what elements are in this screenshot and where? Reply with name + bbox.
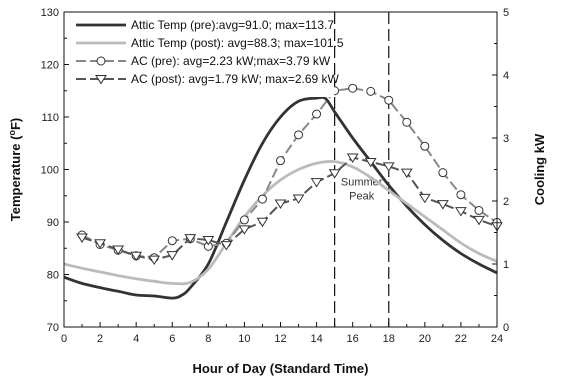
data-point-ac-post [238, 225, 251, 235]
y2-tick-label: 2 [503, 196, 509, 208]
series-attic-post [63, 160, 498, 286]
y-tick-label: 100 [41, 165, 59, 177]
data-point-ac-post [364, 157, 377, 168]
x-tick-label: 8 [205, 333, 211, 345]
legend-label: Attic Temp (pre):avg=91.0; max=113.7 [131, 18, 334, 32]
y2-tick-label: 4 [503, 70, 509, 82]
data-point-ac-post [184, 234, 197, 244]
x-tick-label: 16 [347, 333, 359, 345]
x-tick-label: 2 [97, 333, 103, 345]
legend-label: AC (pre): avg=2.23 kW;max=3.79 kW [131, 54, 331, 68]
summer-peak-annotation: Summer Peak [341, 176, 383, 202]
data-point-ac-post [346, 153, 359, 163]
x-tick-label: 14 [310, 333, 322, 345]
data-point-ac-post [112, 245, 125, 255]
data-point-ac-pre [420, 141, 430, 151]
y-tick-label: 110 [41, 112, 59, 124]
data-point-ac-pre [438, 168, 448, 178]
data-point-ac-pre [257, 194, 267, 204]
data-point-ac-pre [276, 156, 285, 166]
data-point-ac-post [328, 169, 341, 179]
data-point-ac-post [473, 215, 485, 226]
data-point-ac-post [166, 251, 179, 261]
y-axis-title-part2: F) [8, 118, 23, 130]
legend-label: AC (post): avg=1.79 kW; max=2.69 kW [131, 72, 340, 86]
y2-tick-label: 3 [503, 133, 509, 145]
y-tick-label: 130 [41, 7, 59, 19]
series-line-attic-post [63, 160, 498, 286]
legend-background [72, 15, 334, 97]
data-point-ac-post [220, 241, 233, 251]
y2-axis-title: Cooling kW [532, 133, 547, 205]
data-point-ac-post [76, 233, 88, 243]
x-tick-label: 12 [274, 333, 286, 345]
y2-tick-label: 1 [503, 259, 509, 271]
data-point-ac-pre [348, 83, 358, 93]
x-tick-label: 18 [383, 333, 395, 345]
data-point-ac-post [382, 162, 395, 172]
series-line-attic-pre [63, 95, 498, 300]
legend-marker [96, 56, 106, 66]
x-tick-label: 20 [419, 333, 431, 345]
legend-marker [95, 75, 107, 85]
ticks-layer: 0 2 4 6 8 10 12 14 16 18 20 22 247080901001101201300… [41, 7, 509, 345]
data-point-ac-post [256, 217, 269, 228]
y-tick-label: 70 [47, 322, 59, 334]
data-point-ac-pre [474, 205, 484, 215]
legend-item-attic-pre: Attic Temp (pre):avg=91.0; max=113.7 [76, 18, 334, 32]
y-tick-label: 90 [47, 217, 59, 229]
y-tick-label: 120 [41, 60, 59, 72]
series-attic-pre [63, 95, 498, 300]
plot-content: Summer Peak [63, 12, 503, 327]
data-point-ac-post [418, 193, 431, 204]
data-point-ac-post [436, 200, 449, 210]
data-point-ac-pre [167, 236, 177, 246]
legend-item-ac-pre: AC (pre): avg=2.23 kW;max=3.79 kW [76, 54, 331, 68]
data-point-ac-post [292, 194, 305, 204]
legend-item-ac-post: AC (post): avg=1.79 kW; max=2.69 kW [76, 72, 340, 86]
x-tick-label: 4 [133, 333, 139, 345]
data-point-ac-post [202, 236, 215, 246]
x-tick-label: 6 [169, 333, 175, 345]
x-tick-label: 0 [61, 333, 67, 345]
annotation-line: Peak [349, 190, 375, 202]
legend-item-attic-post: Attic Temp (post): avg=88.3; max=101.5 [76, 36, 344, 50]
data-point-ac-pre [239, 215, 249, 225]
data-point-ac-post [94, 239, 106, 249]
data-point-ac-pre [366, 86, 376, 96]
y-axis-title-part1: Temperature ( [8, 135, 23, 221]
data-point-ac-pre [312, 109, 322, 119]
data-point-ac-post [274, 199, 287, 209]
y-axis-title: Temperature (oF) [7, 118, 23, 222]
y2-tick-label: 5 [503, 7, 509, 19]
x-axis-title: Hour of Day (Standard Time) [192, 361, 368, 376]
data-point-ac-pre [294, 130, 304, 140]
series-ac-post [76, 153, 503, 266]
data-point-ac-post [400, 168, 413, 179]
data-point-ac-post [455, 207, 467, 217]
data-point-ac-pre [456, 190, 466, 200]
data-point-ac-pre [384, 95, 394, 105]
y-axis-title-degree: o [7, 130, 17, 136]
legend: Attic Temp (pre):avg=91.0; max=113.7 Atti… [72, 15, 344, 97]
x-tick-label: 24 [491, 333, 503, 345]
x-tick-label: 10 [238, 333, 250, 345]
legend-label: Attic Temp (post): avg=88.3; max=101.5 [131, 36, 344, 50]
data-point-ac-post [310, 178, 323, 188]
data-point-ac-post [130, 251, 143, 262]
y-tick-label: 80 [47, 270, 59, 282]
x-tick-label: 22 [455, 333, 467, 345]
data-point-ac-post [148, 255, 161, 266]
y2-tick-label: 0 [503, 322, 509, 334]
data-point-ac-pre [402, 117, 412, 127]
